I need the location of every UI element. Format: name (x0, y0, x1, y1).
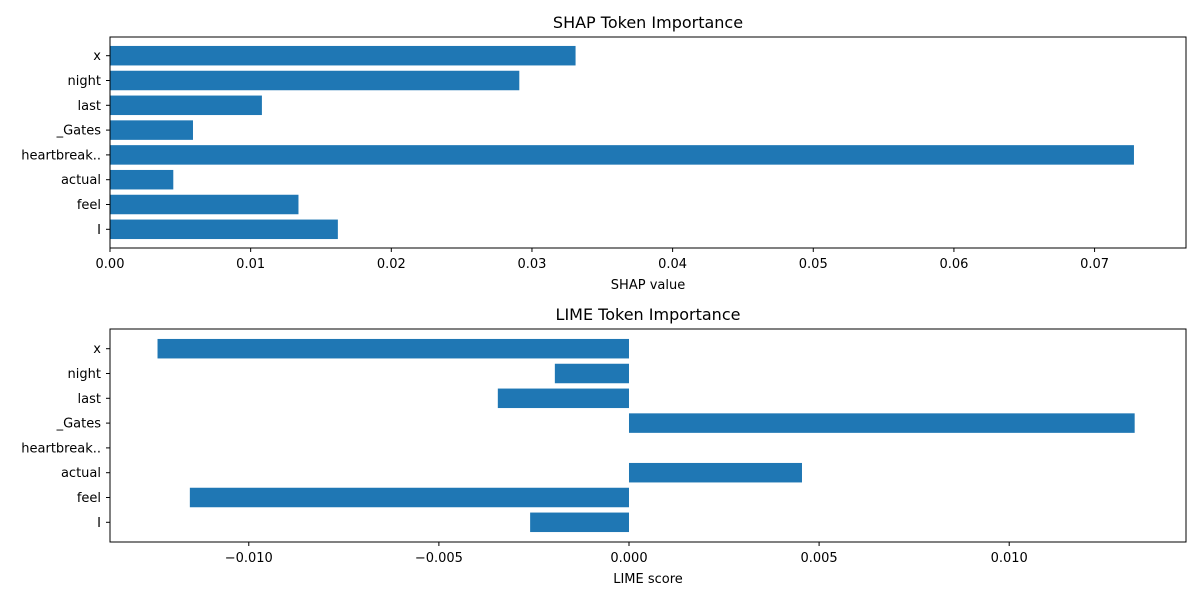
lime-x-tick-label: 0.005 (800, 551, 837, 566)
shap-x-tick-label: 0.00 (96, 257, 125, 272)
lime-y-tick-label: night (68, 367, 101, 382)
lime-y-tick-label: feel (77, 491, 101, 506)
lime-y-tick-label: last (78, 392, 101, 407)
shap-x-tick-label: 0.04 (658, 257, 687, 272)
lime-bar-2 (628, 462, 802, 483)
shap-y-tick-label: I (97, 223, 101, 238)
shap-chart-title: SHAP Token Importance (553, 13, 743, 32)
shap-bar-4 (110, 120, 193, 140)
lime-y-tick-label: I (97, 516, 101, 531)
shap-bar-1 (110, 194, 299, 215)
lime-bars (157, 338, 1135, 533)
shap-bar-6 (110, 70, 520, 91)
lime-x-tick-label: 0.010 (991, 551, 1028, 566)
shap-bar-5 (110, 95, 262, 116)
lime-y-tick-label: heartbreak.. (21, 441, 101, 456)
shap-x-tick-label: 0.01 (236, 257, 265, 272)
lime-bar-0 (530, 512, 629, 533)
lime-chart-title: LIME Token Importance (556, 305, 741, 324)
lime-bar-5 (497, 388, 629, 409)
shap-y-tick-label: heartbreak.. (21, 148, 101, 163)
lime-y-tick-label: x (93, 342, 101, 357)
lime-x-axis-label: LIME score (613, 572, 683, 587)
shap-y-tick-label: feel (77, 198, 101, 213)
shap-bar-0 (110, 219, 338, 240)
shap-y-tick-label: actual (61, 173, 101, 188)
shap-y-tick-label: x (93, 49, 101, 64)
lime-bar-6 (554, 363, 629, 384)
shap-bar-2 (110, 169, 174, 190)
shap-x-tick-label: 0.03 (517, 257, 546, 272)
lime-plot-frame (109, 328, 1187, 543)
lime-x-tick-label: −0.005 (415, 551, 463, 566)
shap-y-tick-label: _Gates (56, 124, 102, 139)
shap-bars (110, 45, 1134, 240)
shap-bar-3 (110, 145, 1134, 165)
lime-x-tick-label: −0.010 (225, 551, 273, 566)
shap-y-tick-label: last (78, 99, 101, 114)
lime-bar-1 (189, 487, 629, 508)
shap-y-tick-label: night (68, 74, 101, 89)
lime-x-ticks: −0.010 −0.005 0.000 0.005 0.010 (225, 542, 1028, 566)
shap-x-ticks: 0.00 0.01 0.02 0.03 0.04 0.05 0.06 0.07 (96, 248, 1109, 272)
lime-y-tick-label: actual (61, 466, 101, 481)
shap-x-tick-label: 0.05 (799, 257, 828, 272)
shap-bar-7 (110, 45, 576, 66)
shap-plot-frame (109, 36, 1187, 249)
shap-x-tick-label: 0.06 (939, 257, 968, 272)
shap-x-axis-label: SHAP value (611, 278, 685, 293)
lime-x-tick-label: 0.000 (610, 551, 647, 566)
shap-x-tick-label: 0.02 (377, 257, 406, 272)
shap-x-tick-label: 0.07 (1080, 257, 1109, 272)
lime-bar-4 (628, 413, 1135, 433)
lime-y-tick-label: _Gates (56, 417, 102, 432)
lime-bar-7 (157, 338, 629, 359)
